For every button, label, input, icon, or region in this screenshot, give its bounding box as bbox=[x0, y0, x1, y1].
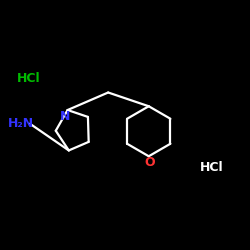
Text: HCl: HCl bbox=[200, 161, 223, 174]
Text: O: O bbox=[144, 156, 155, 168]
Text: HCl: HCl bbox=[17, 72, 40, 85]
Text: H₂N: H₂N bbox=[8, 117, 34, 130]
Text: N: N bbox=[60, 110, 71, 124]
